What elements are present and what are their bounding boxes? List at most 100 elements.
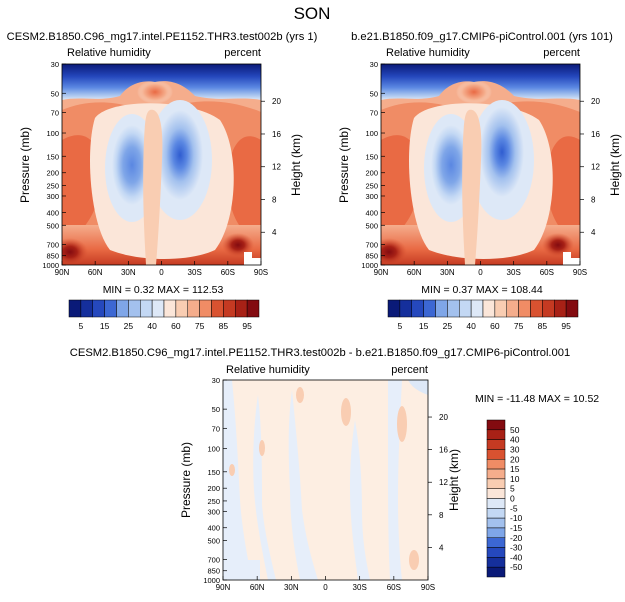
panel-2-field (381, 64, 580, 265)
colorbar-cell (187, 299, 200, 318)
colorbar-cell (486, 459, 506, 470)
colorbar-cell (246, 299, 260, 318)
colorbar-label: 10 (510, 474, 520, 484)
colorbar-label: 75 (514, 321, 524, 331)
y-tick-label: 1000 (42, 261, 59, 270)
panel-1-x-ticks: 90N 60N 30N 0 30S 60S 90S (55, 261, 268, 277)
y-tick-label: 400 (365, 208, 378, 217)
y-tick-label: 150 (207, 468, 220, 477)
y-tick-label: 400 (207, 524, 220, 533)
colorbar-cell (199, 299, 212, 318)
y-tick-label: 200 (207, 484, 220, 493)
colorbar-label: 5 (79, 321, 84, 331)
x-tick-label: 90N (55, 268, 70, 277)
y-tick-label: 100 (365, 129, 378, 138)
colorbar-label: 0 (510, 494, 515, 504)
colorbar-cell (518, 299, 531, 318)
x-tick-label: 0 (159, 268, 164, 277)
panel-3: CESM2.B1850.C96_mg17.intel.PE1152.THR3.t… (70, 347, 599, 592)
colorbar-cell (486, 429, 506, 440)
colorbar-cell (486, 468, 506, 480)
panel-1: CESM2.B1850.C96_mg17.intel.PE1152.THR3.t… (7, 31, 318, 331)
colorbar-cell (565, 299, 579, 318)
y-tick-label: 50 (370, 89, 378, 98)
colorbar-cell (486, 557, 506, 568)
colorbar-cell (104, 299, 117, 318)
panel-1-colorbar: 5 15 25 40 60 75 85 95 (68, 299, 260, 331)
colorbar-cell (486, 478, 506, 489)
height-tick-label: 4 (439, 543, 444, 552)
panel-3-ylabel-right: Height (km) (447, 449, 461, 511)
colorbar-cell (470, 299, 484, 318)
colorbar-cell (459, 299, 472, 318)
panel-2-x-ticks: 90N 60N 30N 0 30S 60S 90S (374, 261, 587, 277)
panel-1-field (62, 64, 261, 265)
panel-1-ylabel-right: Height (km) (289, 134, 303, 196)
x-tick-label: 0 (323, 583, 328, 592)
colorbar-cell (223, 299, 236, 318)
colorbar-label: 25 (124, 321, 134, 331)
colorbar-label: -15 (510, 523, 523, 533)
colorbar-cell (494, 299, 507, 318)
panel-3-field (223, 380, 428, 580)
height-tick-label: 16 (591, 130, 600, 139)
colorbar-cell (486, 547, 506, 558)
height-tick-label: 12 (272, 163, 281, 172)
colorbar-cell (486, 439, 506, 450)
y-tick-label: 850 (207, 567, 220, 576)
y-tick-label: 400 (46, 208, 59, 217)
colorbar-cell (486, 498, 506, 509)
y-tick-label: 700 (46, 241, 59, 250)
panel-1-ylabel: Pressure (mb) (18, 127, 32, 203)
colorbar-cell (554, 299, 567, 318)
x-tick-label: 60S (540, 268, 554, 277)
colorbar-cell (80, 299, 93, 318)
figure-title: SON (294, 4, 331, 23)
y-tick-label: 30 (370, 60, 378, 69)
panel-3-stats: MIN = -11.48 MAX = 10.52 (475, 393, 599, 405)
height-tick-label: 4 (591, 228, 596, 237)
colorbar-label: 5 (398, 321, 403, 331)
colorbar-cell (447, 299, 460, 318)
colorbar-label: 30 (510, 444, 520, 454)
x-tick-label: 60N (88, 268, 103, 277)
panel-3-left-label: Relative humidity (226, 364, 310, 376)
y-tick-label: 1000 (361, 261, 378, 270)
panel-1-title: CESM2.B1850.C96_mg17.intel.PE1152.THR3.t… (7, 31, 318, 43)
y-tick-label: 150 (365, 152, 378, 161)
panel-2-ylabel-right: Height (km) (608, 134, 622, 196)
y-tick-label: 1000 (203, 576, 220, 585)
panel-2-left-label: Relative humidity (386, 47, 470, 59)
colorbar-cell (486, 488, 506, 499)
colorbar-label: -50 (510, 562, 523, 572)
y-tick-label: 500 (207, 536, 220, 545)
colorbar-label: 40 (466, 321, 476, 331)
colorbar-label: -5 (510, 503, 518, 513)
x-tick-label: 60N (250, 583, 265, 592)
x-tick-label: 30N (284, 583, 299, 592)
panel-3-height-ticks: 4 8 12 16 20 (428, 413, 448, 552)
colorbar-cell (482, 299, 496, 318)
height-tick-label: 20 (272, 97, 281, 106)
height-tick-label: 20 (591, 97, 600, 106)
colorbar-label: 95 (561, 321, 571, 331)
x-tick-label: 90S (254, 268, 268, 277)
x-tick-label: 90N (374, 268, 389, 277)
y-tick-label: 50 (51, 89, 59, 98)
colorbar-label: -40 (510, 552, 523, 562)
y-tick-label: 700 (207, 556, 220, 565)
height-tick-label: 8 (439, 511, 444, 520)
colorbar-cell (486, 537, 506, 548)
y-tick-label: 70 (212, 424, 220, 433)
panel-2: b.e21.B1850.f09_g17.CMIP6-piControl.001 … (337, 31, 622, 331)
x-tick-label: 0 (478, 268, 483, 277)
panel-3-title: CESM2.B1850.C96_mg17.intel.PE1152.THR3.t… (70, 347, 570, 359)
colorbar-label: 15 (100, 321, 110, 331)
height-tick-label: 12 (591, 163, 600, 172)
colorbar-label: 95 (242, 321, 252, 331)
x-tick-label: 90S (573, 268, 587, 277)
colorbar-cell (140, 299, 153, 318)
y-tick-label: 150 (46, 152, 59, 161)
colorbar-label: -10 (510, 513, 523, 523)
